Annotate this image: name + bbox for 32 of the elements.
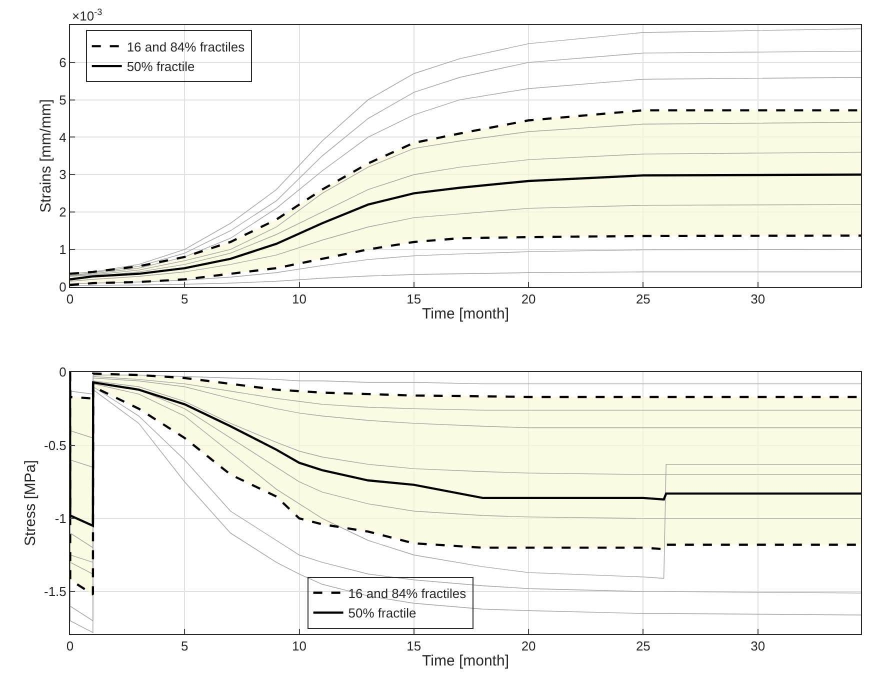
x-axis-title: Time [month]: [422, 652, 509, 670]
x-tick-label: 25: [636, 291, 650, 306]
y-tick-label: 1: [59, 242, 66, 258]
y-tick-label: 0: [59, 279, 66, 294]
y-axis-title: Strains [mm/mm]: [37, 99, 54, 213]
y-tick-label: -0.5: [44, 438, 66, 453]
x-tick-label: 20: [521, 638, 536, 654]
legend-label: 16 and 84% fractiles: [348, 586, 467, 601]
y-axis-title: Stress [MPa]: [22, 460, 40, 546]
x-axis-title: Time [month]: [422, 305, 509, 322]
y-tick-label: 0: [59, 364, 66, 380]
y-tick-label: 2: [59, 204, 66, 220]
y-tick-label: -1.5: [44, 584, 66, 600]
legend-label: 50% fractile: [348, 606, 416, 621]
x-tick-label: 20: [521, 291, 536, 306]
x-tick-label: 15: [406, 291, 422, 306]
y-tick-label: 5: [59, 92, 66, 108]
y-tick-label: 6: [59, 54, 66, 70]
x-tick-label: 30: [750, 638, 766, 654]
y-tick-label: 4: [59, 130, 66, 145]
legend-label: 16 and 84% fractiles: [126, 39, 246, 54]
x-tick-label: 10: [292, 291, 307, 306]
y-tick-label: -1: [54, 510, 66, 526]
text: ×10$^{-3}$: [72, 7, 102, 24]
x-tick-label: 30: [750, 291, 766, 306]
legend-label: 50% fractile: [126, 59, 195, 74]
x-tick-label: 15: [406, 638, 422, 654]
x-tick-label: 5: [181, 291, 188, 306]
x-tick-label: 25: [636, 638, 650, 654]
x-tick-label: 10: [292, 638, 307, 654]
x-tick-label: 5: [181, 638, 188, 654]
y-tick-label: 3: [59, 167, 66, 182]
